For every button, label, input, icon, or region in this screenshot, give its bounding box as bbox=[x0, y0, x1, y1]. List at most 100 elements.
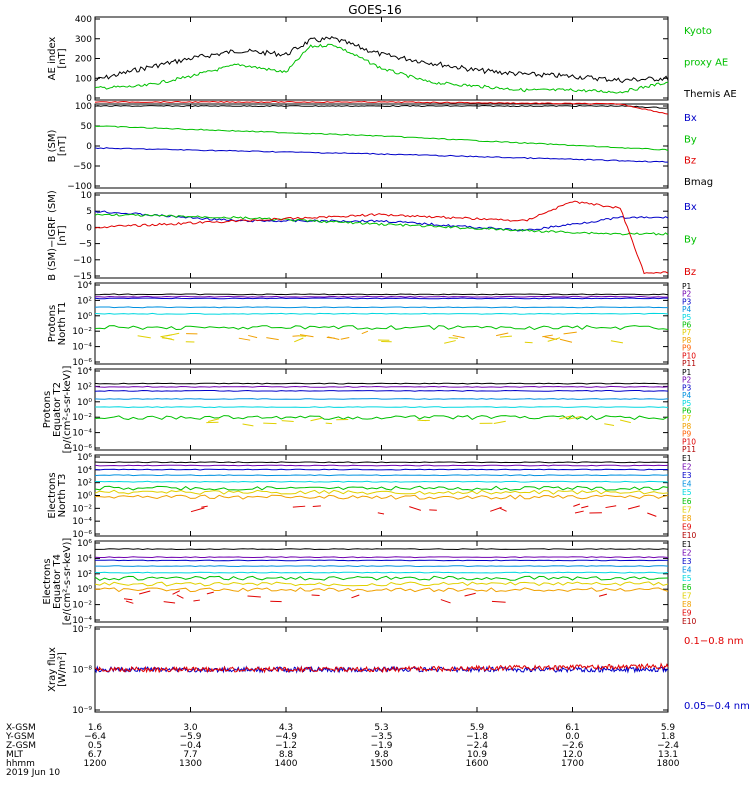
flux-fragment bbox=[542, 335, 553, 337]
flux-channel-3 bbox=[95, 469, 668, 470]
y-tick-label: 100 bbox=[75, 102, 92, 112]
panel-frame bbox=[95, 193, 668, 278]
y-axis-label: North T1 bbox=[57, 302, 68, 346]
y-tick-label: 10⁰ bbox=[77, 585, 92, 595]
y-axis-label: [p/(cm²-s-sr-keV)] bbox=[62, 366, 73, 454]
flux-fragment bbox=[243, 424, 254, 426]
panel-frame bbox=[95, 541, 668, 622]
flux-channel-8 bbox=[95, 588, 668, 592]
flux-fragment bbox=[611, 341, 623, 343]
flux-fragment bbox=[313, 506, 321, 507]
flux-fragment bbox=[160, 335, 171, 337]
flux-fragment bbox=[139, 591, 150, 594]
flux-fragment bbox=[293, 506, 305, 507]
series-b-igrf-bz bbox=[95, 201, 668, 273]
y-tick-label: 10⁻⁸ bbox=[72, 666, 92, 676]
flux-channel-7 bbox=[95, 490, 668, 494]
y-axis-label: [W/m²] bbox=[57, 652, 68, 687]
flux-fragment bbox=[201, 506, 207, 507]
panel-frame bbox=[95, 369, 668, 450]
flux-fragment bbox=[500, 336, 512, 337]
flux-fragment bbox=[409, 507, 421, 511]
y-axis-label: [nT] bbox=[57, 225, 68, 245]
flux-fragment bbox=[138, 336, 151, 338]
y-tick-label: 10⁴ bbox=[77, 466, 92, 476]
y-tick-label: 10⁻⁴ bbox=[72, 343, 92, 353]
flux-fragment bbox=[492, 601, 506, 602]
flux-channel-5 bbox=[95, 313, 668, 314]
legend-entry: Bz bbox=[684, 156, 696, 167]
series-b-sm-bx bbox=[95, 148, 668, 162]
legend-entry: E10 bbox=[682, 617, 697, 626]
flux-channel-3 bbox=[95, 298, 668, 299]
flux-fragment bbox=[294, 338, 303, 342]
panel-frame bbox=[95, 283, 668, 364]
flux-fragment bbox=[465, 593, 476, 596]
y-axis-label: [nT] bbox=[57, 48, 68, 68]
legend-entry: Bz bbox=[684, 267, 696, 278]
ephemeris-value: 1600 bbox=[466, 759, 489, 769]
y-tick-label: 100 bbox=[75, 74, 92, 84]
flux-fragment bbox=[247, 596, 260, 597]
y-tick-label: 10⁻⁹ bbox=[72, 706, 92, 716]
y-tick-label: 10⁻² bbox=[72, 601, 92, 611]
y-tick-label: 5 bbox=[86, 207, 92, 217]
flux-fragment bbox=[560, 339, 572, 342]
legend-entry: By bbox=[684, 134, 697, 145]
legend-entry: 0.05−0.4 nm bbox=[684, 701, 750, 712]
ephemeris-value: 1200 bbox=[84, 759, 107, 769]
flux-channel-6 bbox=[95, 326, 668, 330]
flux-fragment bbox=[449, 338, 458, 339]
y-tick-label: 10² bbox=[77, 382, 92, 392]
flux-channel-1 bbox=[95, 549, 668, 550]
flux-fragment bbox=[496, 333, 508, 336]
flux-channel-4 bbox=[95, 566, 668, 567]
flux-fragment bbox=[378, 513, 384, 514]
legend-entry: E10 bbox=[682, 531, 697, 540]
y-tick-label: 10² bbox=[77, 479, 92, 489]
flux-fragment bbox=[620, 420, 631, 423]
flux-channel-4 bbox=[95, 307, 668, 308]
flux-channel-5 bbox=[95, 407, 668, 408]
ephemeris-value: 1500 bbox=[370, 759, 393, 769]
flux-fragment bbox=[604, 424, 614, 426]
legend-entry: Kyoto bbox=[684, 26, 712, 37]
flux-channel-2 bbox=[95, 296, 668, 297]
flux-channel-8 bbox=[95, 495, 668, 499]
legend-entry: Bx bbox=[684, 113, 697, 124]
panel-frame bbox=[95, 17, 668, 100]
flux-channel-1 bbox=[95, 383, 668, 384]
flux-fragment bbox=[647, 513, 656, 516]
y-tick-label: −10 bbox=[73, 256, 92, 266]
flux-channel-6 bbox=[95, 486, 668, 490]
flux-fragment bbox=[564, 332, 577, 334]
y-tick-label: 10⁻⁷ bbox=[72, 625, 92, 635]
flux-channel-1 bbox=[95, 294, 668, 295]
flux-fragment bbox=[599, 594, 607, 596]
y-tick-label: 10² bbox=[77, 296, 92, 306]
flux-channel-4 bbox=[95, 399, 668, 400]
flux-fragment bbox=[499, 508, 506, 511]
ephemeris-date: 2019 Jun 10 bbox=[6, 768, 60, 778]
y-axis-label: [nT] bbox=[57, 136, 68, 156]
ephemeris-value: 1700 bbox=[561, 759, 584, 769]
flux-fragment bbox=[417, 420, 426, 421]
y-tick-label: 10⁴ bbox=[77, 281, 92, 291]
flux-channel-5 bbox=[95, 481, 668, 482]
y-tick-label: 10⁻⁴ bbox=[72, 429, 92, 439]
flux-fragment bbox=[575, 511, 584, 513]
series-themis-ae bbox=[95, 37, 668, 83]
legend-entry: By bbox=[684, 235, 697, 246]
flux-fragment bbox=[494, 421, 506, 423]
chart-title: GOES-16 bbox=[348, 3, 402, 17]
y-tick-label: 10⁶ bbox=[77, 539, 92, 549]
flux-fragment bbox=[208, 419, 219, 422]
flux-fragment bbox=[124, 599, 132, 600]
flux-channel-5 bbox=[95, 572, 668, 573]
y-tick-label: 10⁶ bbox=[77, 453, 92, 463]
flux-fragment bbox=[351, 595, 359, 598]
y-tick-label: 300 bbox=[75, 35, 92, 45]
y-axis-label: North T3 bbox=[57, 474, 68, 518]
flux-channel-3 bbox=[95, 391, 668, 392]
